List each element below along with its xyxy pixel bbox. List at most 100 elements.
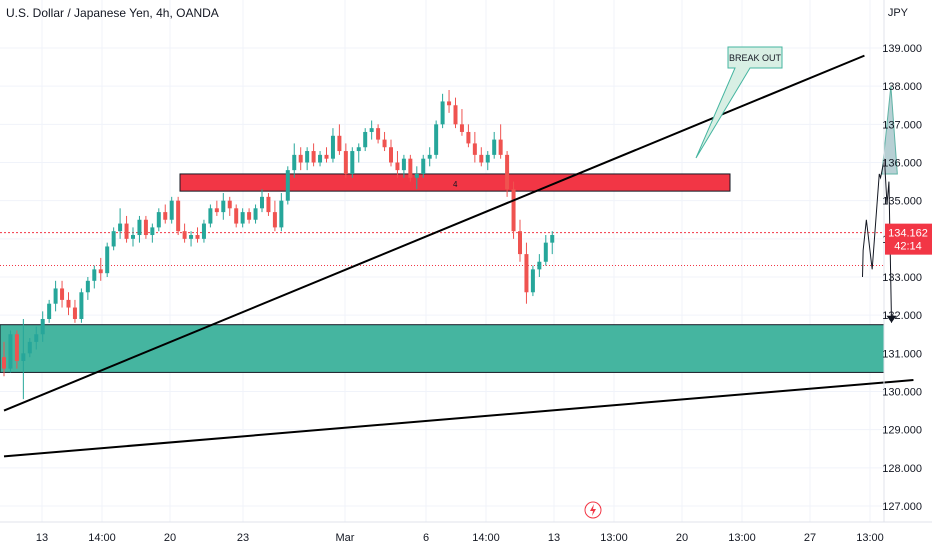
candle-body (408, 158, 413, 178)
candle-body (543, 242, 548, 262)
candle-body (234, 208, 239, 224)
candle-body (85, 280, 90, 293)
candle-body (511, 189, 516, 232)
candle-body (311, 151, 316, 163)
candle-body (453, 105, 458, 125)
arrow-head (886, 315, 897, 323)
candle-body (92, 269, 97, 281)
price-tick-label: 138.000 (882, 81, 922, 93)
price-tick-label: 128.000 (882, 463, 922, 475)
candle-body (260, 196, 264, 209)
trendline (3, 379, 914, 458)
time-tick-label: Mar (336, 532, 355, 544)
candle-body (459, 124, 464, 132)
time-tick-label: 14:00 (88, 532, 116, 544)
candle-body (401, 158, 406, 171)
candle-body (131, 235, 135, 239)
candle-body (221, 200, 226, 213)
projection-path (861, 158, 893, 323)
breakout-callout (695, 46, 783, 159)
price-tick-label: 135.000 (882, 196, 922, 208)
candle-body (272, 212, 277, 228)
time-tick-label: 13:00 (600, 532, 628, 544)
candle-body (305, 151, 310, 163)
candle-body (395, 162, 400, 171)
price-tick-label: 131.000 (882, 348, 922, 360)
candle-body (247, 212, 252, 220)
price-tick-label: 139.000 (882, 43, 922, 55)
candle-body (298, 154, 303, 163)
chart-title: U.S. Dollar / Japanese Yen, 4h, OANDA (6, 6, 219, 20)
candle-body (447, 101, 452, 106)
candle-body (440, 101, 445, 125)
candle-body (550, 235, 555, 243)
candle-body (60, 288, 65, 300)
candle-body (79, 292, 84, 319)
candle-body (498, 139, 503, 155)
price-tick-label: 136.000 (882, 158, 922, 170)
candle-body (156, 212, 161, 228)
candle-body (414, 173, 419, 178)
candle-body (479, 154, 484, 163)
time-tick-label: 23 (237, 532, 249, 544)
candle-body (389, 147, 393, 163)
candle-body (505, 154, 510, 190)
candle-body (8, 334, 13, 369)
price-tick-label: 127.000 (882, 501, 922, 513)
candle-body (27, 341, 32, 354)
candle-body (434, 124, 439, 155)
zone-label: 4 (453, 180, 458, 189)
currency-label: JPY (887, 7, 908, 19)
candle-body (53, 288, 58, 304)
candle-body (343, 151, 348, 174)
time-tick-label: 20 (164, 532, 176, 544)
candle-body (350, 151, 355, 174)
time-tick-label: 13:00 (856, 532, 884, 544)
candle-body (72, 307, 77, 319)
candle-body (21, 353, 26, 361)
candle-body (40, 318, 45, 335)
candle-body (492, 139, 497, 155)
candle-body (530, 269, 535, 293)
candle-body (524, 254, 529, 293)
candle-body (421, 158, 426, 174)
candle-body (518, 231, 522, 255)
support-zone (0, 324, 885, 373)
countdown-label: 42:14 (894, 241, 922, 253)
candle-body (285, 170, 290, 201)
candle-body (208, 208, 213, 224)
time-tick-label: 13 (36, 532, 48, 544)
candle-body (182, 231, 187, 239)
candle-body (240, 212, 245, 224)
breakout-label: BREAK OUT (729, 53, 782, 63)
price-tick-label: 133.000 (882, 272, 922, 284)
candle-body (292, 154, 297, 171)
lightning-icon-glyph (590, 504, 596, 516)
candle-body (466, 131, 471, 144)
candle-body (279, 200, 284, 228)
breakout-triangle (881, 86, 898, 175)
last-price-label: 134.162 (888, 228, 928, 240)
candle-body (169, 200, 174, 220)
candle-body (356, 147, 361, 152)
candle-body (34, 334, 39, 342)
candle-body (318, 154, 323, 163)
candle-body (14, 334, 19, 361)
time-tick-label: 13 (548, 532, 560, 544)
candle-body (47, 303, 52, 319)
candle-body (382, 139, 387, 148)
candle-body (485, 154, 490, 163)
candle-body (176, 200, 181, 232)
candle-body (143, 219, 148, 236)
last-price-badge (885, 223, 932, 255)
price-tick-label: 130.000 (882, 387, 922, 399)
candle-body (363, 131, 368, 148)
candle-body (137, 219, 142, 236)
time-tick-label: 20 (676, 532, 688, 544)
price-tick-label: 132.000 (882, 310, 922, 322)
candle-body (266, 196, 271, 213)
time-tick-label: 13:00 (728, 532, 756, 544)
candle-body (105, 246, 110, 274)
